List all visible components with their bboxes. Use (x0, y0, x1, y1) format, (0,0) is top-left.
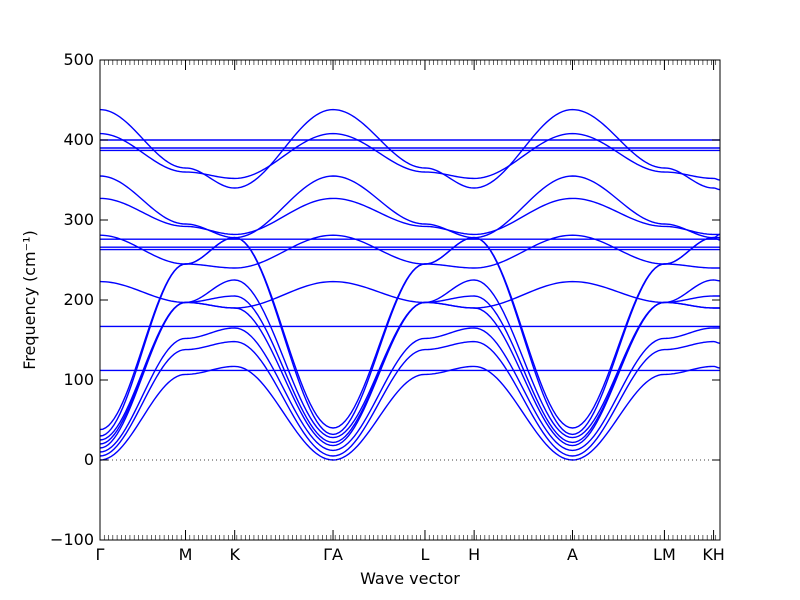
y-tick-label: −100 (50, 530, 94, 549)
y-axis-title: Frequency (cm⁻¹) (20, 230, 39, 369)
plot-frame (99, 59, 721, 541)
x-axis-title: Wave vector (360, 569, 460, 588)
band-lines (99, 108, 721, 461)
y-tick-label: 200 (63, 290, 94, 309)
x-tick-label: M (179, 545, 193, 564)
minor-ticks (99, 60, 721, 540)
band-series-line (99, 340, 720, 457)
y-axis-title-text: Frequency (20, 287, 39, 370)
x-axis-ticks: Γ M K ΓA L H A LM KH (96, 545, 725, 564)
band-series-line (99, 280, 720, 309)
band-series-line (99, 365, 720, 461)
band-series-line (99, 295, 720, 445)
x-tick-label: H (468, 545, 480, 564)
y-tick-label: 0 (84, 450, 94, 469)
band-series-line (99, 279, 720, 441)
x-tick-label: ΓA (323, 545, 343, 564)
x-tick-label: Γ (96, 545, 105, 564)
x-tick-label: LM (653, 545, 676, 564)
x-tick-label: KH (702, 545, 725, 564)
y-axis-ticks: −100 0 100 200 300 400 500 (50, 50, 720, 549)
band-series-line (99, 233, 721, 431)
band-series-line (99, 175, 720, 239)
y-tick-label: 100 (63, 370, 94, 389)
x-tick-label: A (567, 545, 578, 564)
x-tick-label: L (421, 545, 430, 564)
y-tick-label: 300 (63, 210, 94, 229)
band-series-line (99, 108, 720, 191)
band-series-line (99, 327, 720, 453)
y-axis-title-unit: (cm⁻¹) (20, 230, 39, 282)
y-tick-label: 400 (63, 130, 94, 149)
band-series-line (99, 234, 720, 269)
band-series-line (99, 132, 720, 181)
x-tick-label: K (229, 545, 240, 564)
band-series-line (99, 197, 720, 236)
y-tick-label: 500 (63, 50, 94, 69)
band-series-line (99, 236, 721, 437)
